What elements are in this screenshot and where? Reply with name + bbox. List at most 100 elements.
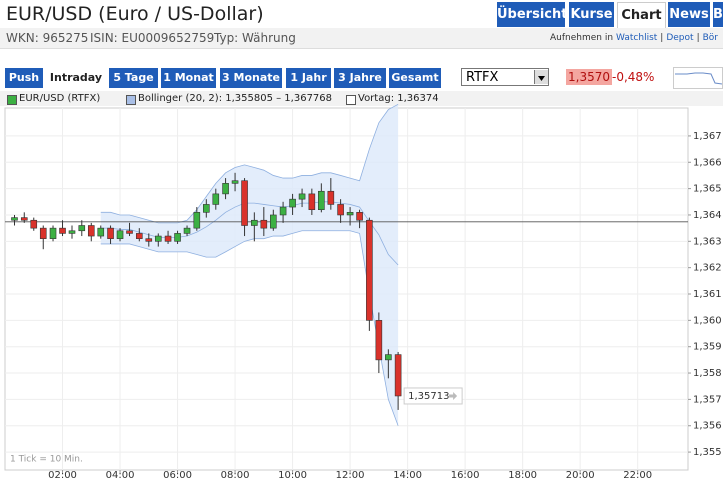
bollinger-band [100,104,399,426]
bollinger-line [100,103,399,224]
candle-body [279,206,287,216]
candle-body [193,212,201,229]
range-button[interactable]: 1 Jahr [286,68,331,88]
typ: Typ: Währung [214,31,296,45]
candle-body [394,354,402,397]
bollinger-line [100,201,399,266]
candle-body [154,235,162,242]
tab[interactable]: Übersicht [497,2,567,27]
range-button[interactable]: Intraday [47,68,105,88]
isin: ISIN: EU0009652759 [90,31,215,45]
candle-body [20,217,28,221]
candle-body [116,230,124,239]
x-tick-label: 06:00 [163,470,192,481]
candle-body [183,227,191,234]
candle-body [203,204,210,213]
candle-body [222,183,229,195]
x-tick-label: 14:00 [393,470,422,481]
candle-body [30,219,38,229]
candle-body [87,225,95,237]
legend-swatch [7,95,17,105]
wkn: WKN: 965275 [6,31,89,45]
link[interactable]: Watchlist [616,33,658,43]
candle-body [298,193,306,200]
link-text: Aufnehmen in [549,33,614,43]
tab[interactable]: Kurse [569,2,614,27]
tab[interactable]: B [713,2,723,27]
legend-text: Bollinger (20, 2): 1,355805 – 1,367768 [138,93,333,104]
range-button[interactable]: Gesamt [389,68,441,88]
y-tick-label: 1,358 [693,368,722,379]
candle-body [145,238,153,242]
x-tick-label: 12:00 [336,470,365,481]
x-tick-label: 10:00 [278,470,307,481]
sep: | [696,33,700,43]
y-tick-label: 1,362 [693,263,722,274]
range-button[interactable]: 3 Jahre [334,68,386,88]
x-tick-label: 04:00 [106,470,135,481]
candle-body [39,227,47,239]
candle-body [78,225,86,232]
sep: | [660,33,664,43]
candle-body [59,227,66,234]
x-tick-label: 20:00 [566,470,595,481]
y-tick-label: 1,355 [693,447,722,458]
info-bar: WKN: 965275 ISIN: EU0009652759 Typ: Währ… [0,28,723,49]
link[interactable]: Bör [702,33,718,43]
legend-swatch [126,95,136,105]
tab[interactable]: News [668,2,710,27]
bollinger-line [100,230,399,426]
range-button[interactable]: Push [5,68,43,88]
change: -0,48% [612,70,655,84]
candle-body [231,180,239,184]
arrow-icon [538,76,545,81]
y-tick-label: 1,360 [693,315,722,326]
candle-body [260,219,268,229]
y-tick-label: 1,364 [693,210,722,221]
legend-text: EUR/USD (RTFX) [19,93,101,104]
y-tick-label: 1,359 [693,342,722,353]
x-tick-label: 22:00 [623,470,652,481]
y-tick-label: 1,366 [693,157,722,168]
last-price-label: 1,35713 [408,391,449,402]
footer: 1 Tick = 10 Min. [10,455,83,465]
candle-body [337,204,344,216]
candle-body [366,219,373,321]
candle-body [49,227,57,239]
price: 1,3570 [566,69,612,85]
candle-body [164,235,172,242]
mini-chart [673,67,723,89]
y-tick-label: 1,356 [693,421,722,432]
plot-area [4,107,689,471]
candle-body [174,233,181,242]
candle-body [385,354,392,361]
candle-body [318,190,325,210]
range-button[interactable]: 5 Tage [109,68,158,88]
candle-body [212,193,220,205]
candle-body [107,227,114,239]
y-tick-label: 1,365 [693,184,722,195]
legend: EUR/USD (RTFX) Bollinger (20, 2): 1,3558… [0,91,723,106]
candle-body [289,198,296,208]
y-tick-label: 1,357 [693,394,722,405]
candle-body [251,219,258,226]
candle-body [375,320,383,361]
last-price-arrow [449,391,458,400]
range-button[interactable]: 3 Monate [220,68,282,88]
link[interactable]: Depot [666,33,694,43]
candle-body [126,230,133,234]
select-arrow[interactable] [534,70,548,84]
x-tick-label: 16:00 [451,470,480,481]
candle-body [270,214,277,229]
exchange-select[interactable]: RTFX [461,68,549,86]
links: Aufnehmen in Watchlist | Depot | Bör [550,33,721,43]
last-price-box [403,387,463,405]
range-button[interactable]: 1 Monat [161,68,216,88]
candle-body [327,190,335,205]
x-tick-label: 02:00 [48,470,77,481]
candle-body [346,212,354,216]
tab[interactable]: Chart [617,2,666,28]
candle-body [356,212,363,221]
